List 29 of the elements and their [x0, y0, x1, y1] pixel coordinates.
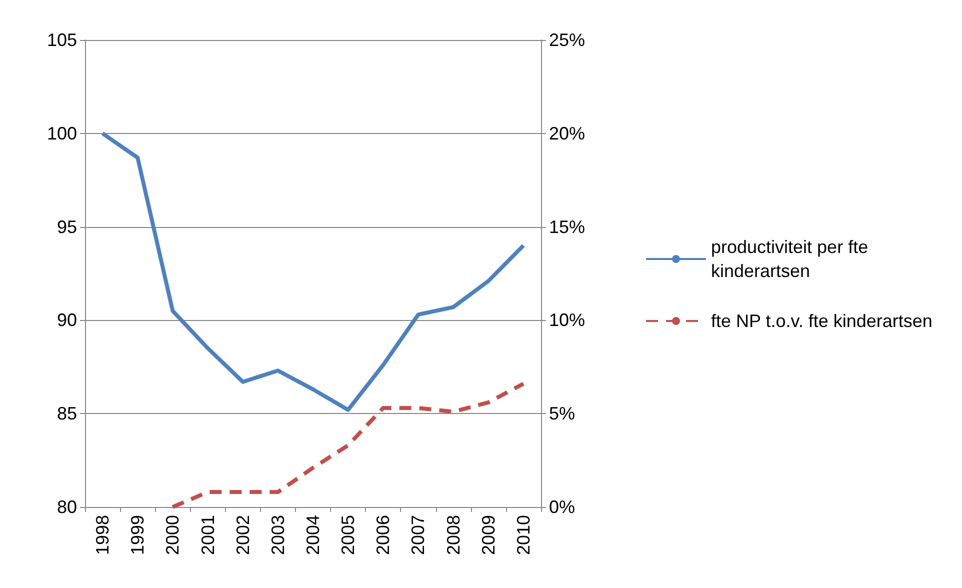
y2-tick-label: 10%	[549, 310, 586, 330]
y2-tick-label: 15%	[549, 216, 586, 237]
x-tick-label: 2004	[303, 515, 323, 556]
x-tick-label: 2000	[162, 515, 183, 556]
y2-tick-label: 20%	[549, 123, 586, 144]
x-tick-label: 1998	[92, 515, 113, 556]
y2-tick-label: 25%	[549, 30, 586, 50]
y-tick-label: 105	[46, 30, 77, 50]
legend-label: productiviteit per fte kinderartsen	[711, 237, 874, 281]
x-tick-label: 2005	[338, 515, 358, 556]
y-tick-label: 100	[46, 123, 77, 144]
x-tick-label: 2001	[198, 515, 218, 556]
y-tick-label: 90	[56, 310, 77, 330]
x-tick-label: 2007	[408, 515, 428, 556]
y-tick-label: 80	[56, 497, 77, 517]
x-tick-label: 2006	[373, 515, 394, 556]
x-tick-label: 1999	[128, 515, 148, 556]
line-series	[100, 131, 526, 412]
y2-tick-label: 0%	[549, 497, 576, 517]
legend-label: fte NP t.o.v. fte kinderartsen	[711, 311, 932, 331]
x-tick-label: 2009	[478, 515, 498, 556]
line-series	[170, 382, 526, 509]
x-tick-label: 2008	[443, 515, 464, 556]
x-tick-label: 2003	[268, 515, 288, 556]
x-tick-label: 2010	[513, 515, 534, 556]
y-tick-label: 85	[56, 404, 77, 424]
y2-tick-label: 5%	[549, 404, 576, 424]
x-tick-label: 2002	[232, 515, 253, 556]
y-tick-label: 95	[56, 216, 77, 237]
